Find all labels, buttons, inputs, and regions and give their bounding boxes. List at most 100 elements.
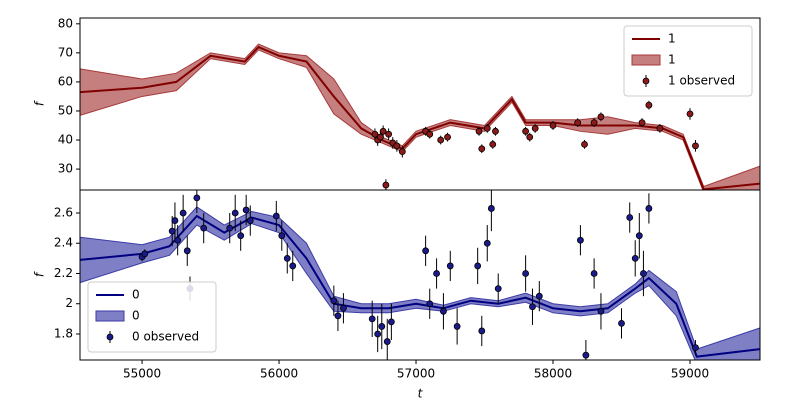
observed-point [371, 130, 379, 138]
legend-label: 1 observed [668, 74, 735, 88]
legend-marker [642, 77, 650, 85]
observed-point [577, 236, 584, 244]
observed-point [398, 148, 406, 156]
axes-frame [79, 189, 761, 361]
observed-point [426, 300, 434, 308]
observed-point [278, 232, 286, 240]
observed-point [574, 119, 582, 126]
plot-area [80, 190, 760, 360]
observed-point [590, 119, 598, 126]
x-tick-label: 57000 [397, 367, 435, 381]
observed-point [378, 323, 386, 330]
x-tick-label: 59000 [671, 367, 709, 381]
observed-point [168, 227, 176, 235]
confidence-band [80, 43, 760, 190]
observed-point [645, 101, 653, 109]
observed-point [638, 119, 646, 126]
legend-label: 1 [668, 53, 676, 67]
legend-box [87, 281, 217, 353]
observed-point [334, 312, 342, 320]
observed-point [330, 297, 338, 305]
observed-point [444, 133, 451, 141]
y-tick-label: 50 [58, 103, 73, 117]
observed-point [582, 351, 590, 359]
observed-point [549, 122, 557, 129]
observed-point [656, 125, 664, 132]
observed-point [171, 217, 179, 224]
x-tick-label: 55000 [123, 367, 161, 381]
y-tick-label: 30 [58, 162, 73, 176]
observed-point [426, 130, 434, 138]
observed-point [487, 205, 495, 212]
legend-band [95, 310, 125, 322]
observed-point [242, 206, 250, 214]
observed-point [179, 209, 187, 217]
y-tick-label: 80 [58, 16, 73, 30]
observed-point [422, 247, 430, 255]
observed-point [387, 318, 395, 326]
y-tick-label: 2.2 [54, 266, 73, 280]
observed-point [478, 327, 486, 335]
observed-point [529, 303, 536, 311]
observed-point [289, 262, 297, 270]
observed-point [489, 140, 497, 148]
legend-label: 0 observed [132, 330, 199, 344]
y-tick-label: 2.6 [54, 205, 73, 219]
x-axis-label: t [418, 387, 424, 401]
observed-point [433, 270, 440, 277]
observed-point [174, 236, 182, 244]
observed-point [522, 127, 530, 135]
observed-point [374, 330, 382, 338]
x-tick-label: 58000 [534, 367, 572, 381]
x-tick-label: 56000 [260, 367, 298, 381]
legend-band [631, 54, 661, 66]
y-tick-label: 1.8 [54, 326, 73, 340]
observed-point [631, 254, 639, 262]
observed-point [226, 224, 234, 232]
plot-area [80, 43, 760, 190]
observed-point [597, 307, 605, 315]
observed-point [483, 125, 491, 132]
observed-point [597, 113, 605, 121]
observed-point [272, 212, 280, 220]
observed-point [379, 127, 387, 135]
observed-point [141, 250, 149, 258]
observed-point [483, 239, 491, 247]
observed-point [686, 110, 694, 118]
observed-point [692, 344, 699, 351]
legend-label: 1 [668, 32, 676, 46]
legend-marker [106, 333, 114, 341]
observed-point [382, 181, 390, 189]
observed-point [640, 270, 647, 277]
observed-point [618, 319, 625, 327]
legend-label: 0 [132, 288, 140, 302]
observed-point [453, 323, 461, 330]
y-tick-label: 60 [58, 74, 73, 88]
observed-point [437, 136, 445, 144]
y-axis-label: f [33, 100, 47, 106]
observed-point [440, 307, 447, 315]
y-tick-label: 2.4 [54, 236, 73, 250]
observed-point [193, 194, 201, 202]
observed-point [526, 133, 534, 141]
observed-point [200, 224, 208, 232]
mean-line [80, 45, 760, 190]
observed-point [231, 209, 239, 217]
observed-point [368, 315, 376, 323]
observed-point [590, 270, 598, 277]
y-tick-label: 2 [65, 296, 73, 310]
observed-point [535, 292, 543, 300]
observed-point [692, 142, 699, 150]
observed-point [581, 140, 588, 148]
observed-point [385, 130, 393, 138]
observed-point [478, 145, 486, 153]
y-axis-label: f [33, 271, 47, 277]
observed-point [237, 232, 245, 240]
observed-point [492, 127, 499, 135]
observed-point [531, 125, 539, 132]
observed-point [626, 214, 634, 221]
y-tick-label: 40 [58, 133, 73, 147]
legend-label: 0 [132, 309, 140, 323]
y-tick-label: 70 [58, 45, 73, 59]
